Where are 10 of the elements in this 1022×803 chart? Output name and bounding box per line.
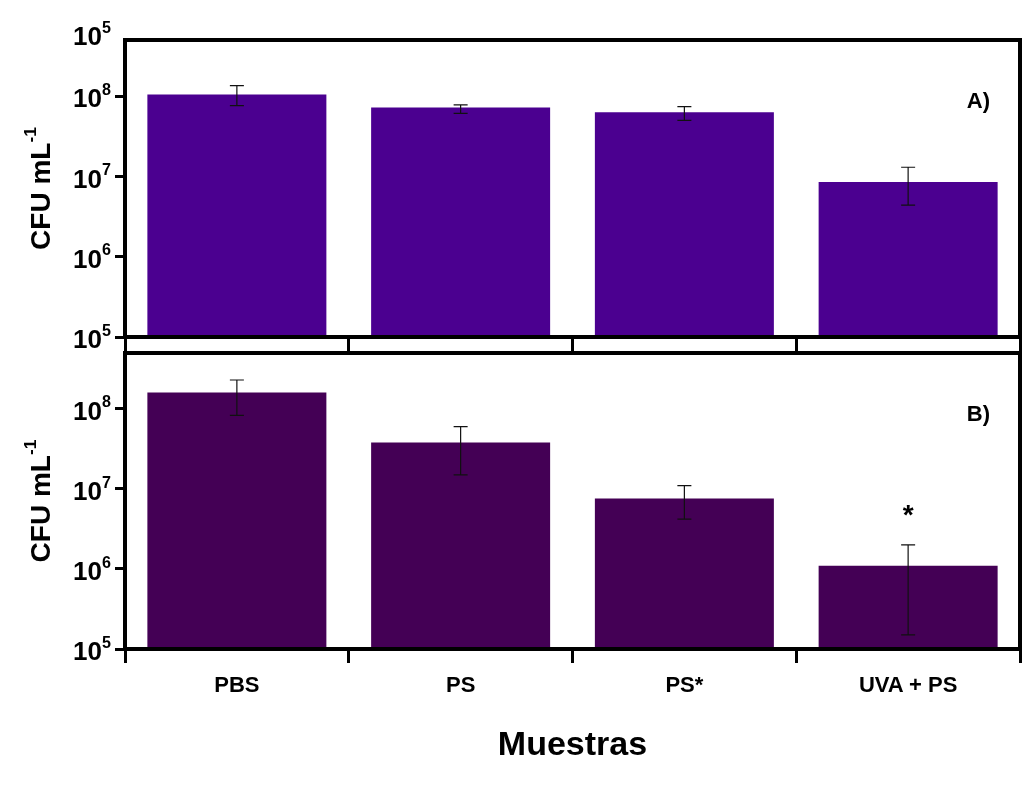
x-tick-label: PS* <box>665 672 704 698</box>
x-tick-label: UVA + PS <box>858 672 958 698</box>
y-axis-title: CFU mL-1 <box>20 126 56 250</box>
x-tick-label: PS <box>445 672 476 698</box>
x-tick-label: PBS <box>214 672 260 698</box>
y-axis-title: CFU mL-1 <box>20 439 56 563</box>
annotation: * <box>902 498 914 530</box>
annotation: B) <box>966 401 990 427</box>
x-axis-title: Muestras <box>497 724 648 763</box>
annotation: A) <box>966 88 990 114</box>
